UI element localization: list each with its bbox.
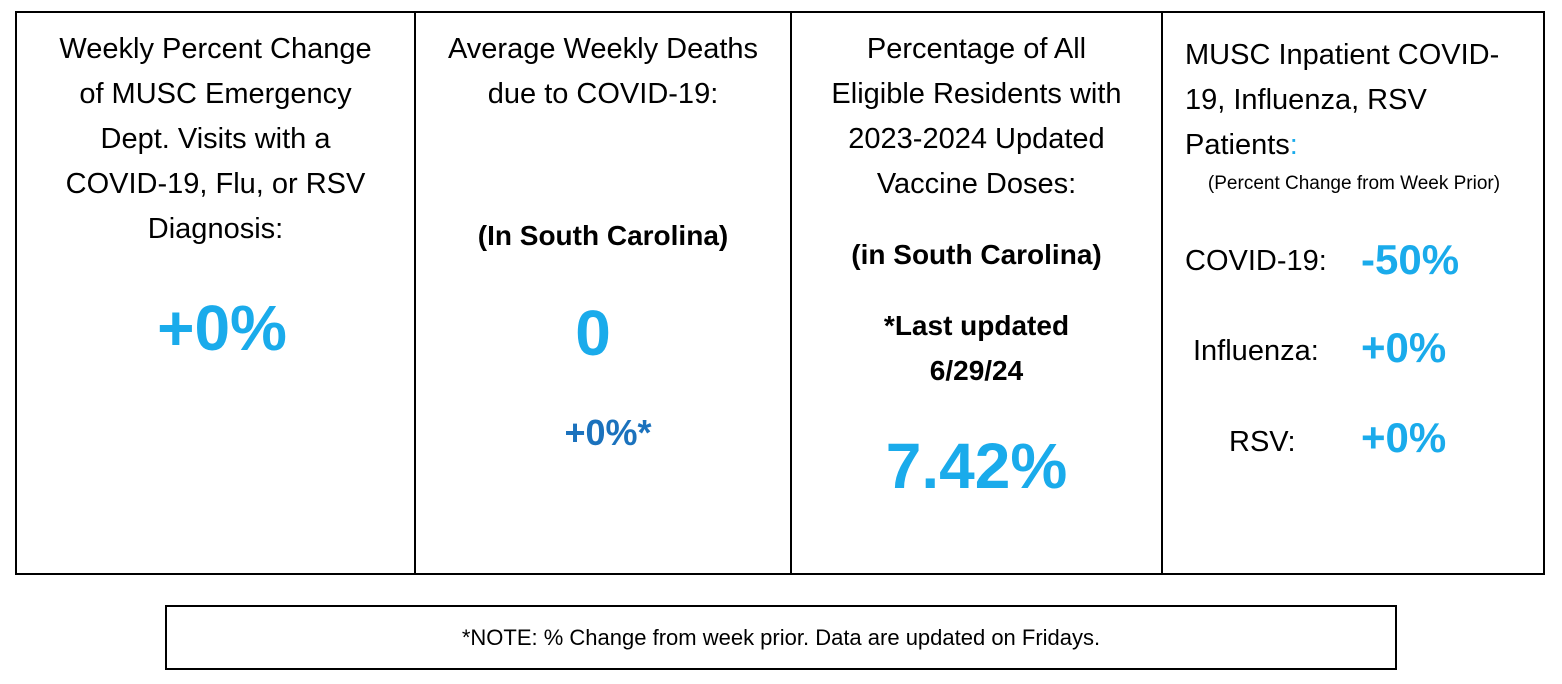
row-value-influenza: +0%	[1361, 324, 1447, 371]
title-line: Patients:	[1185, 129, 1298, 161]
divider	[414, 13, 416, 573]
title-line: 2023-2024 Updated	[848, 123, 1105, 155]
panel-ed-visits: Weekly Percent Change of MUSC Emergency …	[17, 13, 414, 573]
footnote-box: *NOTE: % Change from week prior. Data ar…	[165, 605, 1397, 670]
row-value-covid: -50%	[1361, 236, 1460, 283]
title-line: 19, Influenza, RSV	[1185, 84, 1427, 116]
title-line: Average Weekly Deaths	[447, 33, 759, 65]
panel-title: Weekly Percent Change of MUSC Emergency …	[17, 27, 414, 252]
region-label: (In South Carolina)	[477, 220, 729, 251]
title-line: Diagnosis:	[147, 213, 284, 245]
title-line: COVID-19, Flu, or RSV	[65, 168, 366, 200]
dashboard-grid: Weekly Percent Change of MUSC Emergency …	[15, 11, 1545, 575]
title-line: Dept. Visits with a	[100, 123, 331, 155]
row-label-influenza: Influenza:	[1193, 335, 1319, 367]
row-value-rsv: +0%	[1361, 414, 1447, 461]
title-line: due to COVID-19:	[487, 78, 719, 110]
title-colon: :	[1289, 129, 1298, 161]
panel-vaccine: Percentage of All Eligible Residents wit…	[792, 13, 1161, 573]
title-line: Eligible Residents with	[831, 78, 1122, 110]
row-label-covid: COVID-19:	[1185, 245, 1327, 277]
panel-title: MUSC Inpatient COVID- 19, Influenza, RSV…	[1185, 33, 1499, 168]
inpatient-subtitle: (Percent Change from Week Prior)	[1207, 173, 1501, 194]
footnote-text: *NOTE: % Change from week prior. Data ar…	[461, 624, 1101, 650]
deaths-change: +0%*	[564, 412, 652, 453]
title-line: of MUSC Emergency	[79, 78, 352, 110]
ed-visits-value: +0%	[157, 292, 287, 364]
deaths-value: 0	[575, 297, 611, 369]
divider	[790, 13, 792, 573]
title-line: Percentage of All	[866, 33, 1087, 65]
title-line: Vaccine Doses:	[876, 168, 1077, 200]
row-label-rsv: RSV:	[1229, 426, 1296, 458]
title-line: MUSC Inpatient COVID-	[1185, 39, 1500, 71]
title-line: Weekly Percent Change	[59, 33, 372, 65]
panel-title: Average Weekly Deaths due to COVID-19:	[416, 27, 790, 117]
last-updated: *Last updated 6/29/24	[792, 303, 1161, 393]
panel-deaths: Average Weekly Deaths due to COVID-19: (…	[416, 13, 790, 573]
panel-title: Percentage of All Eligible Residents wit…	[792, 27, 1161, 207]
last-updated-line: *Last updated	[883, 310, 1070, 341]
last-updated-date: 6/29/24	[929, 355, 1024, 386]
vaccine-value: 7.42%	[885, 430, 1068, 502]
region-label: (in South Carolina)	[851, 239, 1102, 270]
panel-inpatient: MUSC Inpatient COVID- 19, Influenza, RSV…	[1163, 13, 1545, 573]
divider	[1161, 13, 1163, 573]
